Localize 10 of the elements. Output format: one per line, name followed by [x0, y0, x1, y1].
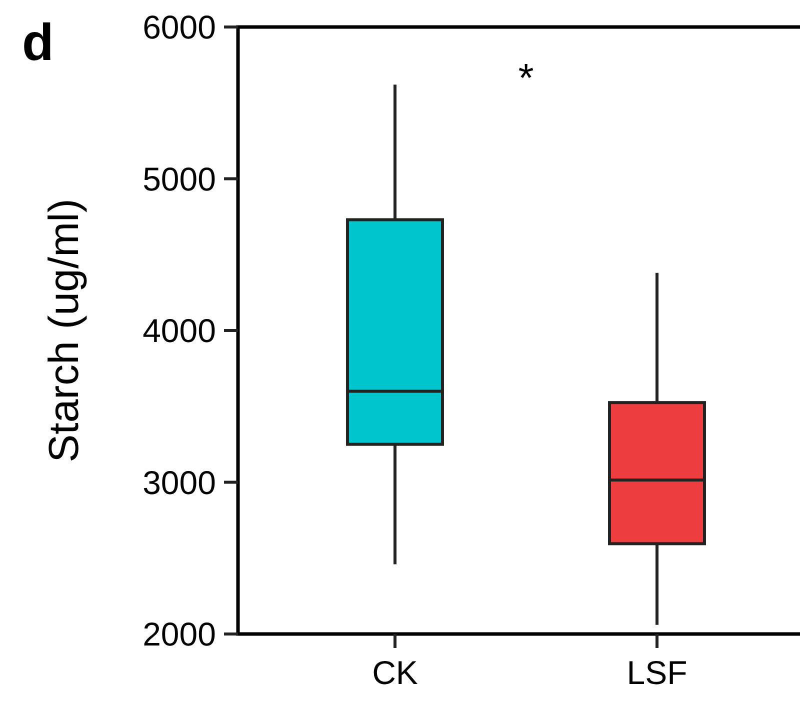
- text: d: [22, 14, 54, 72]
- y-tick-label: 6000: [142, 8, 216, 46]
- x-tick-label: LSF: [626, 654, 688, 691]
- y-tick-label: 4000: [142, 312, 216, 350]
- y-tick-label: 3000: [142, 464, 216, 501]
- x-tick-label: CK: [372, 654, 418, 691]
- annotation: *: [518, 56, 534, 100]
- y-tick-label: 5000: [142, 160, 216, 198]
- y-axis-title: Starch (ug/ml): [40, 198, 87, 462]
- y-tick-label: 2000: [142, 616, 216, 653]
